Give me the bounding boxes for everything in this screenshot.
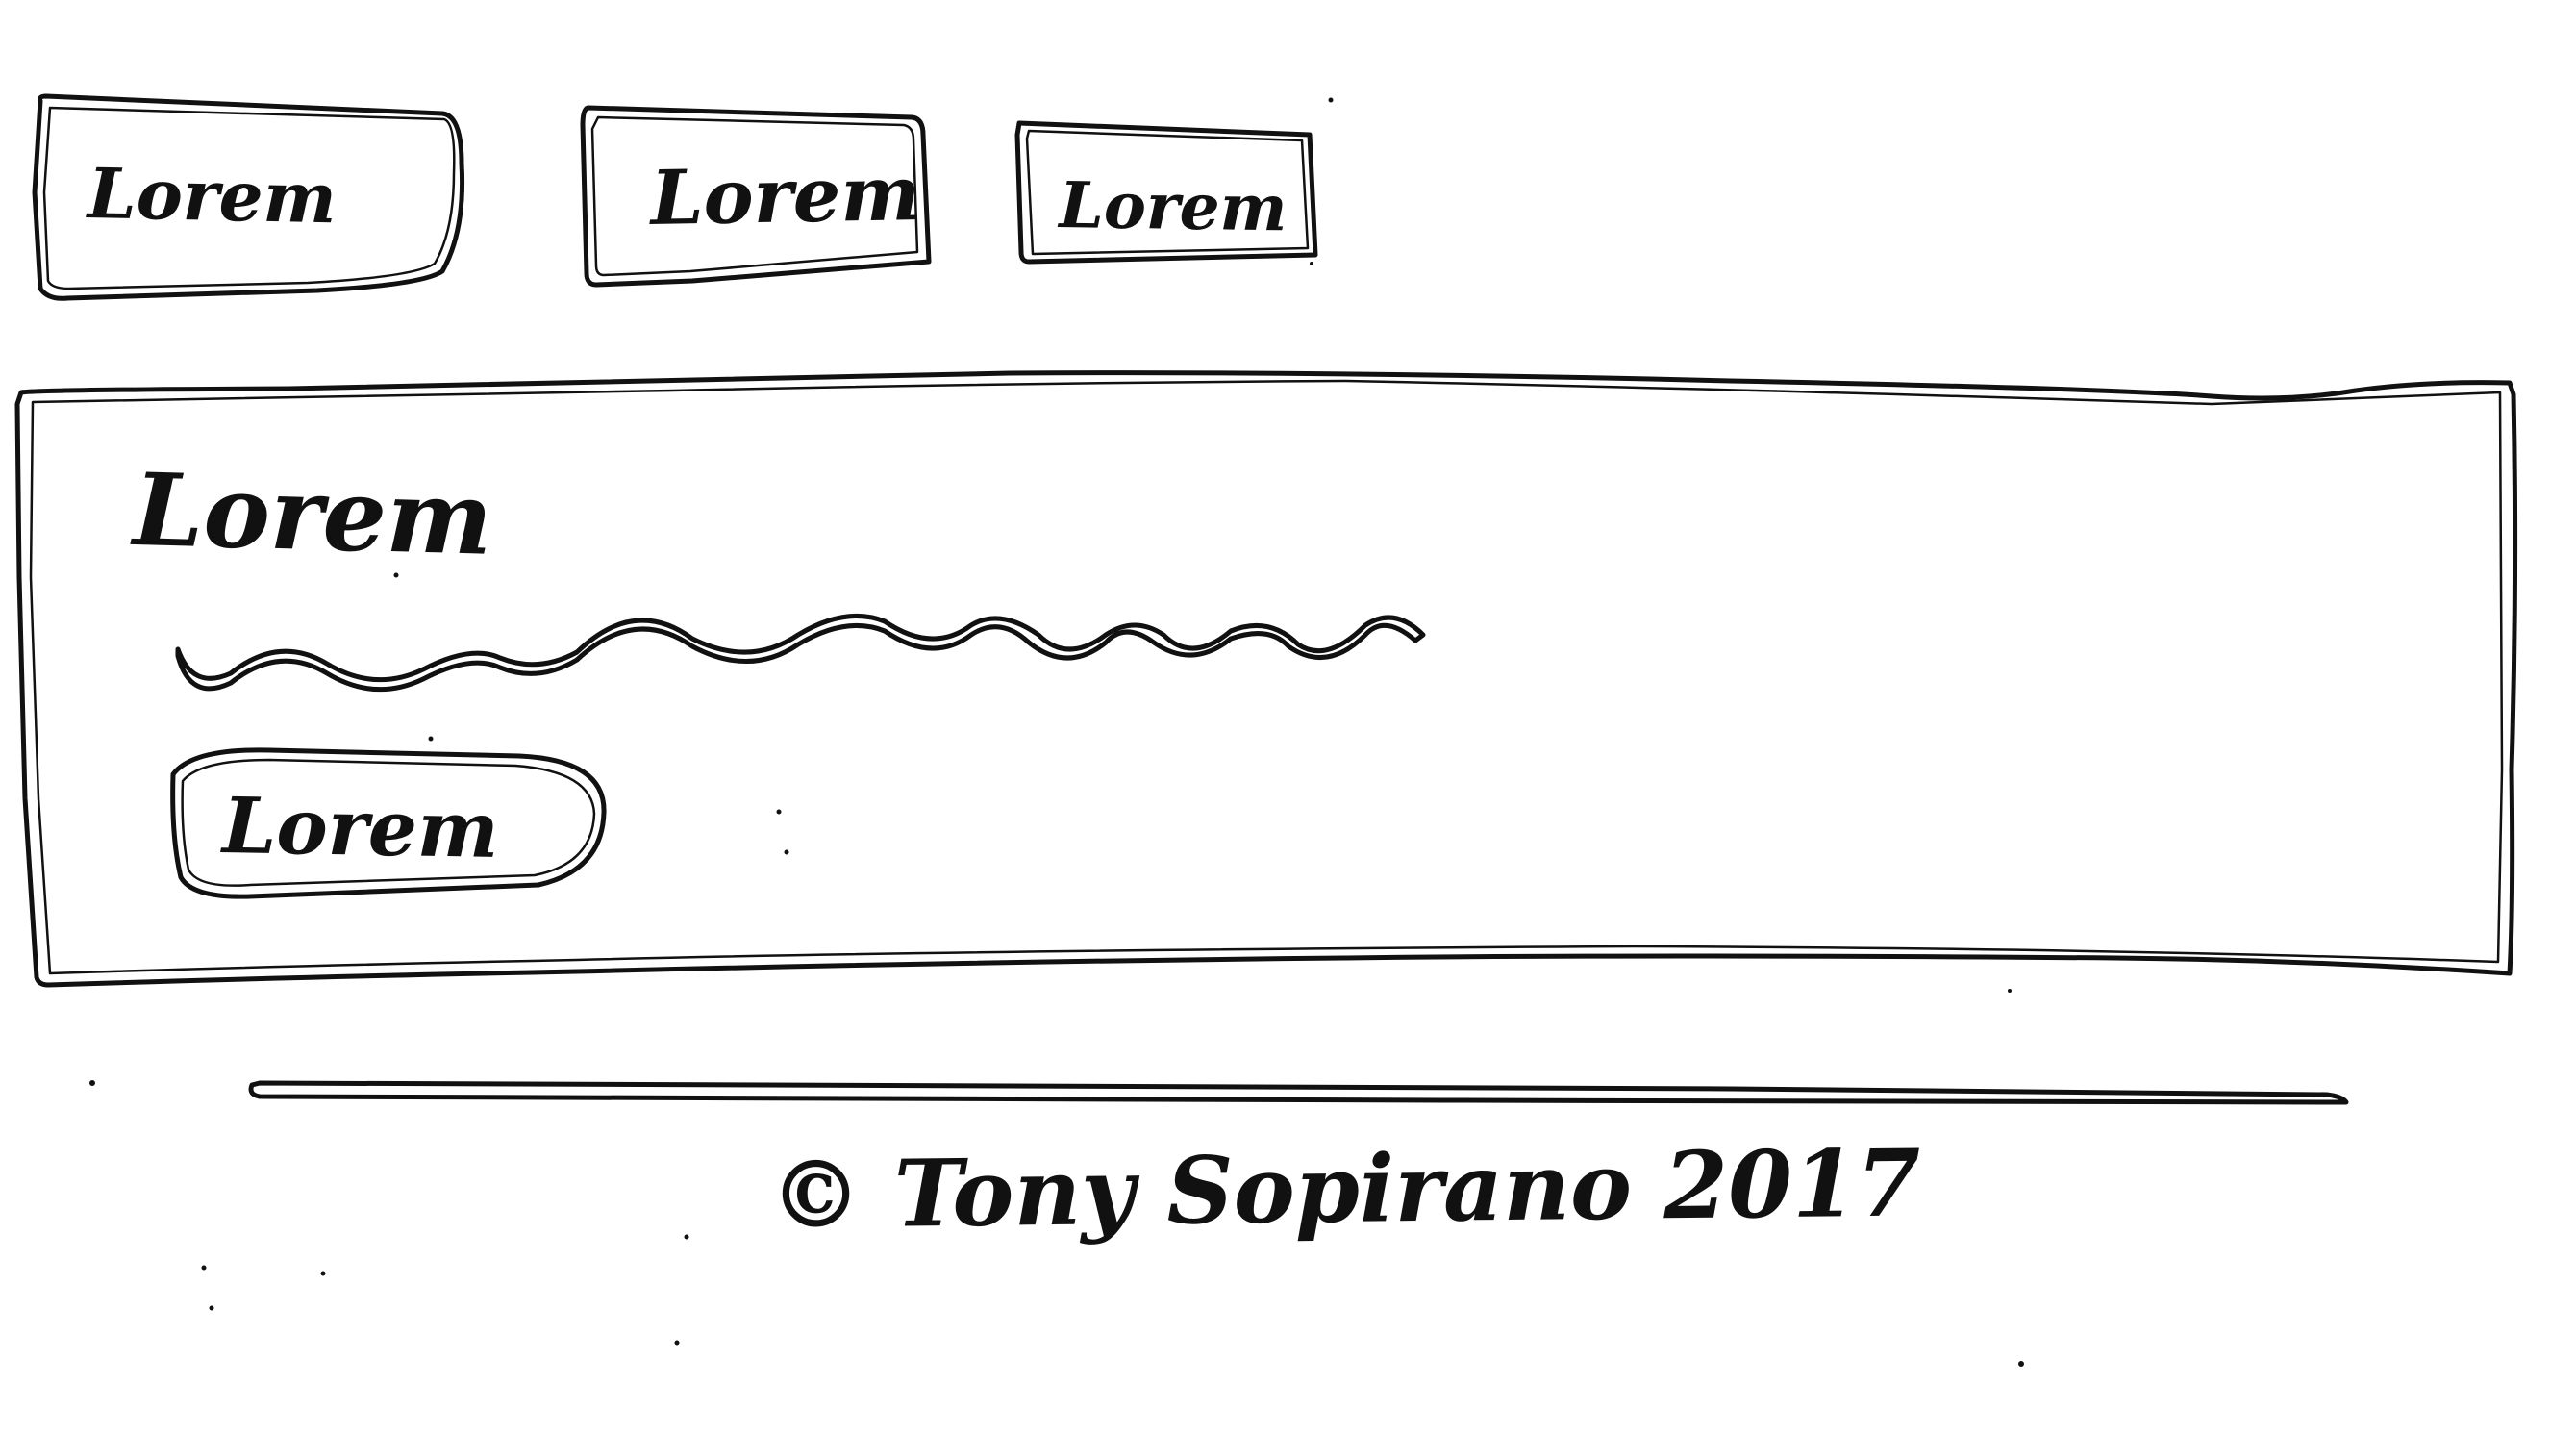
nav-button-3-outline	[1014, 120, 1318, 265]
nav-button-2[interactable]	[583, 108, 929, 287]
footer-copyright: © Tony Sopirano 2017	[768, 1128, 1922, 1249]
footer-divider	[248, 1080, 2349, 1105]
card-button-outline	[170, 747, 607, 899]
paper-specks	[89, 97, 2024, 1367]
nav-button-2-outline	[580, 105, 932, 288]
nav-button-3[interactable]	[1017, 123, 1317, 264]
card-button[interactable]	[171, 748, 606, 900]
nav-button-1-outline	[32, 93, 465, 301]
nav-button-1[interactable]	[35, 96, 465, 300]
card-body-squiggle	[175, 614, 1426, 693]
card-heading: Lorem	[132, 450, 494, 578]
card-outline	[14, 370, 2518, 988]
